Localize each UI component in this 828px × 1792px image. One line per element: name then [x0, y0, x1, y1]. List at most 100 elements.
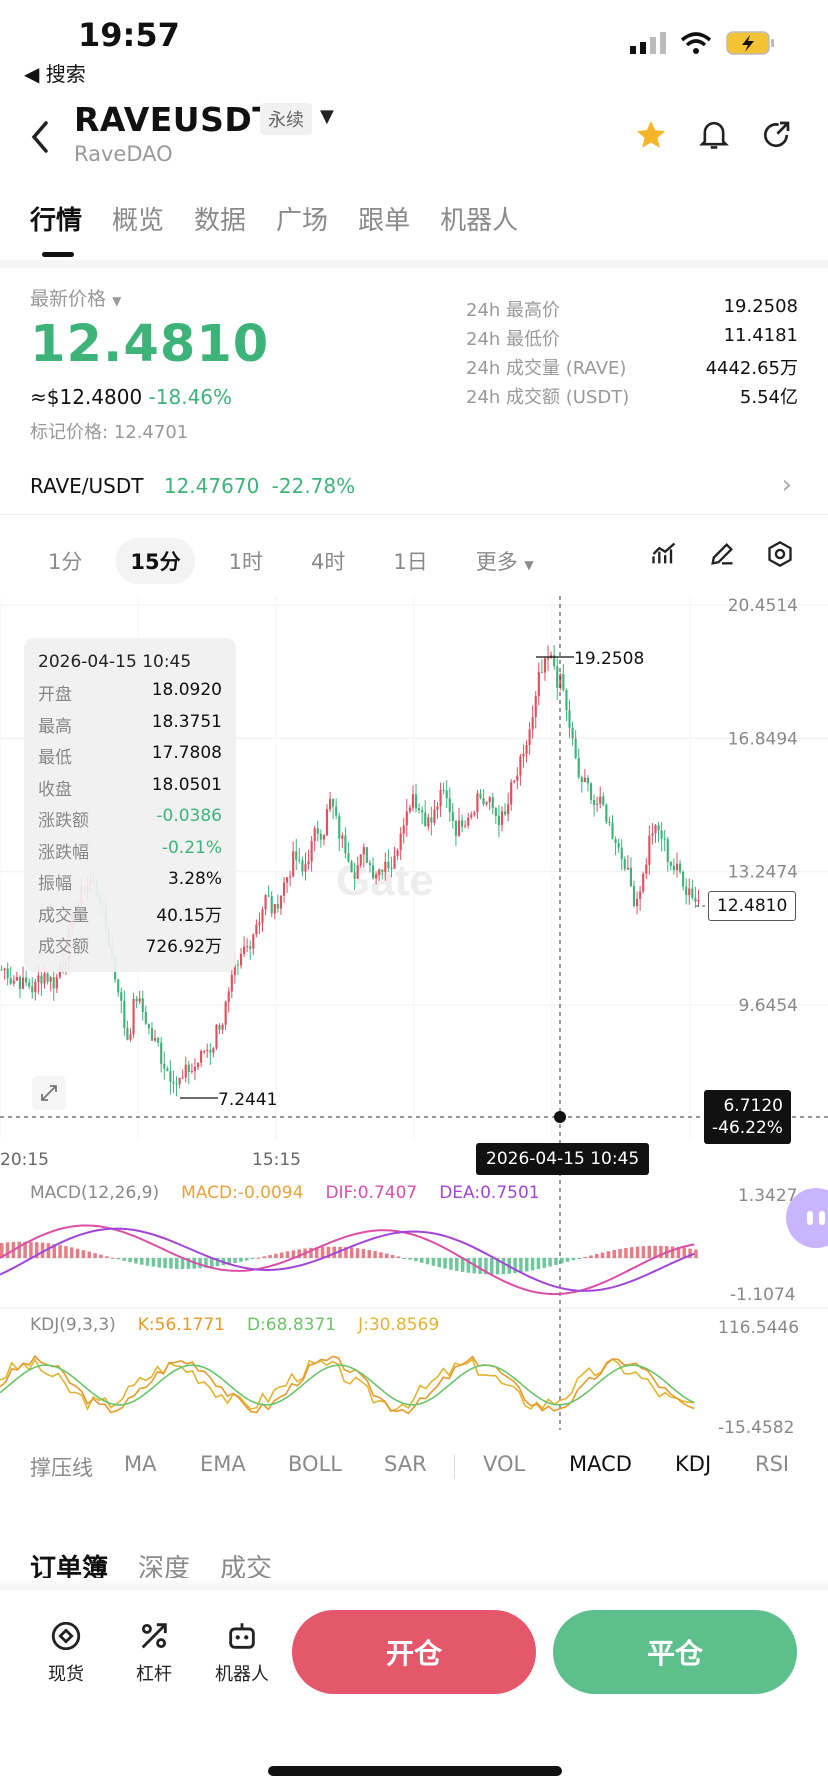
indicator-tabs: 撑压线 MA EMA BOLL SAR VOL MACD KDJ RSI	[30, 1452, 828, 1482]
candle-body	[568, 710, 571, 728]
ind-rsi[interactable]: RSI	[755, 1452, 790, 1476]
macd-bar	[204, 1258, 208, 1268]
interval-1m[interactable]: 1分	[48, 550, 83, 574]
candle-body	[611, 822, 614, 840]
chevron-down-icon: ▼	[524, 558, 534, 572]
candle-body	[583, 777, 586, 783]
stat-label: 24h 成交量 (RAVE)	[466, 358, 627, 379]
candle-body	[282, 882, 286, 896]
bottom-shadow	[0, 1578, 828, 1590]
crosshair-dot	[554, 1111, 566, 1123]
macd-bar	[350, 1247, 354, 1258]
expand-icon[interactable]	[32, 1076, 66, 1110]
candle-body	[393, 855, 396, 869]
settings-icon[interactable]	[766, 540, 794, 568]
macd-bar	[245, 1258, 249, 1261]
stat-value: 11.4181	[723, 325, 798, 346]
leverage-button[interactable]: 杠杆	[118, 1618, 190, 1686]
macd-bar	[315, 1247, 319, 1258]
price-type-selector[interactable]: 最新价格 ▼	[30, 284, 121, 311]
macd-bar	[262, 1256, 266, 1258]
open-position-button[interactable]: 开仓	[292, 1610, 536, 1694]
candle-body	[172, 1081, 175, 1084]
spot-pair-row[interactable]: RAVE/USDT 12.47670 -22.78%	[30, 474, 355, 498]
candle-body	[18, 976, 22, 989]
kdj-legend: KDJ(9,3,3) K:56.1771 D:68.8371 J:30.8569	[30, 1315, 439, 1335]
ind-kdj[interactable]: KDJ	[675, 1452, 712, 1476]
candle-body	[488, 797, 491, 803]
tab-data[interactable]: 数据	[194, 206, 247, 236]
symbol-dropdown-icon[interactable]: ▼	[320, 106, 334, 127]
macd-bar	[682, 1247, 686, 1258]
macd-bar	[332, 1246, 336, 1258]
interval-1h[interactable]: 1时	[228, 550, 263, 574]
low-label: 7.2441	[218, 1090, 277, 1110]
interval-4h[interactable]: 4时	[310, 550, 346, 574]
candle-body	[516, 775, 519, 781]
tab-copy-trading[interactable]: 跟单	[358, 206, 411, 236]
macd-bar	[536, 1258, 541, 1270]
close-position-button[interactable]: 平仓	[553, 1610, 797, 1694]
indicator-icon[interactable]	[650, 540, 678, 568]
symbol-title[interactable]: RAVEUSDT	[74, 100, 276, 139]
bot-label: 机器人	[215, 1664, 269, 1685]
interval-15m[interactable]: 15分	[116, 538, 195, 584]
ind-boll[interactable]: BOLL	[288, 1452, 342, 1476]
crosshair-price-box: 6.7120 -46.22%	[704, 1090, 791, 1144]
ind-support-resistance[interactable]: 撑压线	[30, 1456, 93, 1480]
candle-body	[405, 811, 408, 826]
ind-ma[interactable]: MA	[124, 1452, 157, 1476]
share-icon[interactable]	[760, 119, 792, 151]
candle-body	[175, 1083, 178, 1085]
stat-row-volume: 24h 成交量 (RAVE) 4442.65万	[466, 354, 798, 383]
candle-body	[626, 867, 629, 870]
candle-body	[408, 807, 411, 812]
macd-bar	[495, 1258, 500, 1275]
interval-more[interactable]: 更多 ▼	[462, 538, 548, 584]
ind-macd[interactable]: MACD	[569, 1452, 632, 1476]
ohlc-value: -0.21%	[161, 837, 222, 858]
candle-body	[457, 820, 461, 836]
ohlc-row: 最高 18.3751	[38, 712, 222, 744]
ind-sar[interactable]: SAR	[384, 1452, 427, 1476]
candle-body	[307, 861, 310, 865]
candle-body	[629, 867, 632, 887]
bot-button[interactable]: 机器人	[206, 1618, 278, 1686]
draw-icon[interactable]	[708, 540, 736, 568]
macd-bar	[589, 1255, 593, 1258]
candle-body	[602, 796, 605, 805]
bell-icon[interactable]	[698, 118, 730, 152]
star-icon[interactable]	[634, 118, 668, 152]
spot-icon	[51, 1621, 81, 1651]
tab-bot[interactable]: 机器人	[440, 206, 519, 236]
macd-bar	[565, 1258, 570, 1262]
macd-legend: MACD(12,26,9) MACD:-0.0094 DIF:0.7407 DE…	[30, 1183, 540, 1203]
ohlc-row: 收盘 18.0501	[38, 775, 222, 807]
candle-body	[184, 1064, 187, 1078]
ohlc-value: 17.7808	[151, 743, 222, 763]
candle-body	[356, 865, 359, 879]
price-usd-row: ≈$12.4800 -18.46%	[30, 385, 232, 409]
tab-market[interactable]: 行情	[30, 206, 83, 236]
spot-button[interactable]: 现货	[30, 1618, 102, 1686]
status-back-link[interactable]: ◀ 搜索	[24, 62, 86, 86]
interval-1d[interactable]: 1日	[393, 550, 428, 574]
chevron-right-icon[interactable]: ›	[781, 470, 792, 500]
y-tick-label: 20.4514	[728, 596, 798, 616]
candle-body	[138, 998, 141, 1002]
candle-body	[562, 674, 565, 690]
floating-assistant-button[interactable]	[786, 1188, 828, 1248]
candle-body	[295, 851, 298, 860]
candle-body	[642, 873, 645, 892]
ind-ema[interactable]: EMA	[200, 1452, 246, 1476]
candle-body	[497, 815, 500, 826]
candle-body	[236, 964, 240, 966]
ind-vol[interactable]: VOL	[483, 1452, 526, 1476]
back-icon[interactable]	[30, 118, 50, 164]
ohlc-label: 成交额	[38, 937, 89, 957]
macd-bar	[659, 1245, 663, 1258]
tab-overview[interactable]: 概览	[112, 206, 165, 236]
tab-square[interactable]: 广场	[276, 206, 329, 236]
macd-bar	[694, 1249, 698, 1258]
macd-bar	[227, 1258, 231, 1265]
